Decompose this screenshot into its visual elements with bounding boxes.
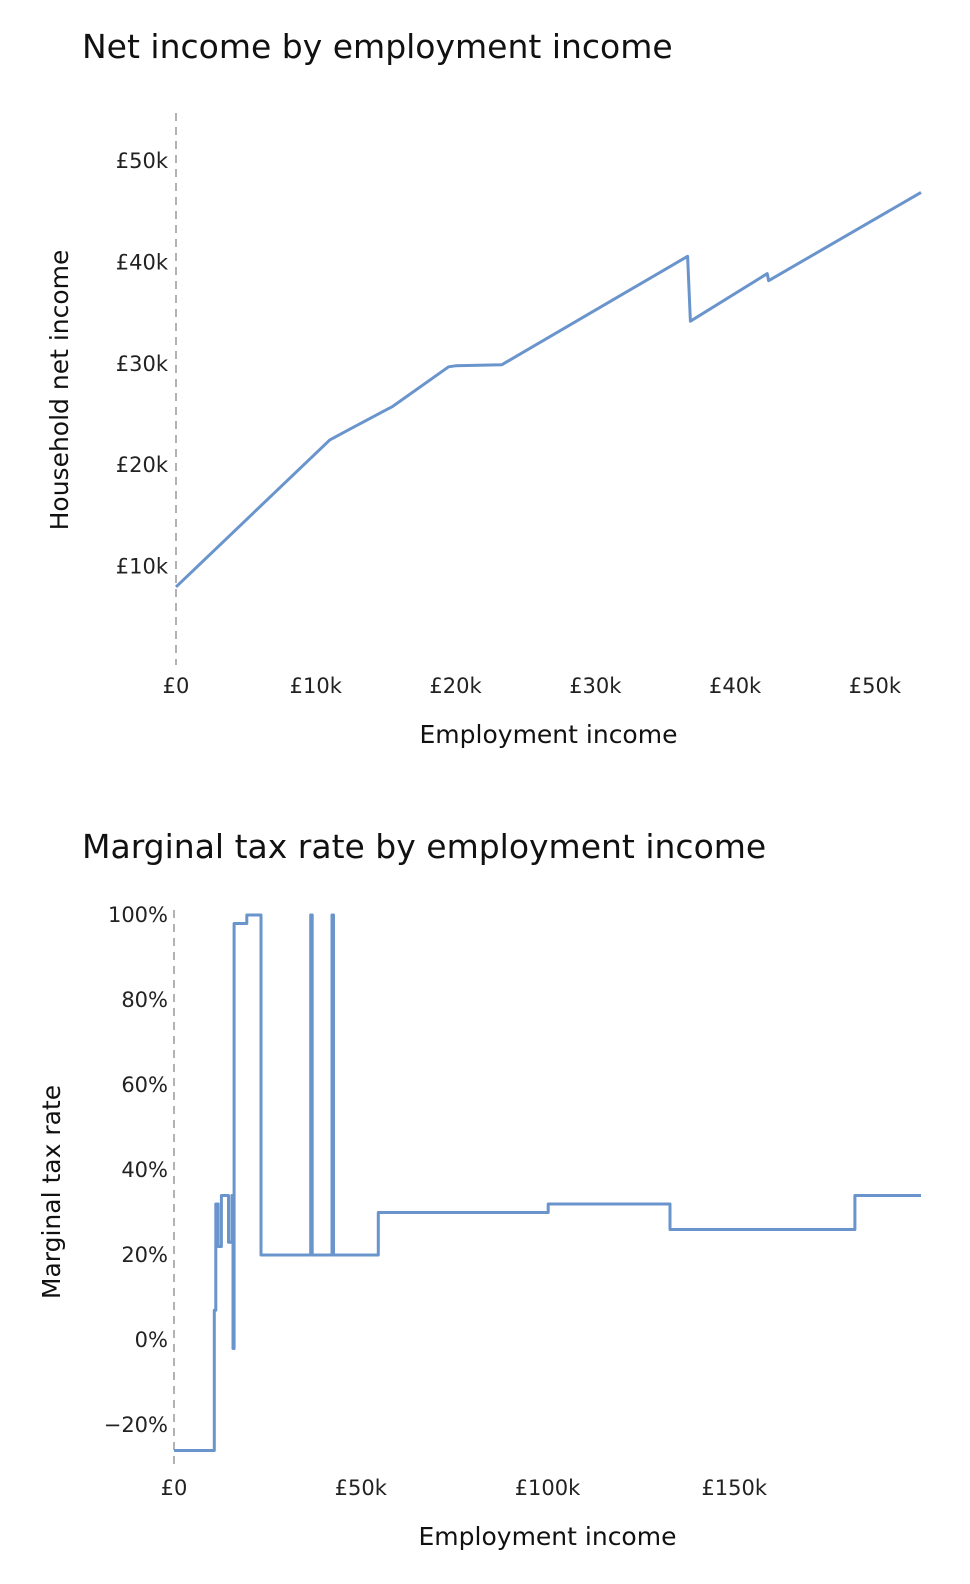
y-tick-label: £20k	[116, 453, 169, 477]
x-tick-label: £0	[161, 1476, 188, 1500]
series-line	[174, 913, 921, 1452]
x-tick-label: £40k	[709, 674, 762, 698]
y-tick-label: £50k	[116, 149, 169, 173]
x-tick-label: £100k	[515, 1476, 581, 1500]
net-income-chart: Net income by employment income £10k £20k…	[0, 0, 970, 780]
net-income-plot: £10k £20k £30k £40k £50k £0 £10k £20k £30k £40k £5…	[45, 113, 922, 749]
x-axis-label: Employment income	[419, 1522, 677, 1551]
x-tick-label: £50k	[849, 674, 902, 698]
x-tick-label: £10k	[290, 674, 343, 698]
x-tick-label: £0	[163, 674, 190, 698]
x-tick-label: £150k	[701, 1476, 767, 1500]
series-line	[174, 191, 922, 588]
y-axis-label: Household net income	[45, 250, 74, 531]
y-tick-label: 20%	[121, 1243, 168, 1267]
x-tick-label: £50k	[335, 1476, 388, 1500]
y-tick-label: £10k	[116, 555, 169, 579]
y-tick-label: 60%	[121, 1073, 168, 1097]
y-tick-label: £40k	[116, 250, 169, 274]
marginal-tax-rate-chart: Marginal tax rate by employment income 1…	[0, 800, 970, 1584]
x-tick-label: £30k	[569, 674, 622, 698]
y-tick-label: 100%	[108, 903, 168, 927]
x-axis-label: Employment income	[420, 720, 678, 749]
y-tick-label: £30k	[116, 352, 169, 376]
y-tick-label: −20%	[104, 1413, 168, 1437]
chart-title: Net income by employment income	[82, 27, 673, 66]
y-tick-label: 0%	[135, 1328, 168, 1352]
y-axis-label: Marginal tax rate	[37, 1085, 66, 1299]
y-tick-label: 40%	[121, 1158, 168, 1182]
marginal-tax-rate-plot: 100% 80% 60% 40% 20% 0% −20% £0 £50k £100k £150k Em…	[37, 903, 921, 1551]
y-tick-label: 80%	[121, 988, 168, 1012]
x-tick-label: £20k	[429, 674, 482, 698]
chart-title: Marginal tax rate by employment income	[82, 827, 767, 866]
